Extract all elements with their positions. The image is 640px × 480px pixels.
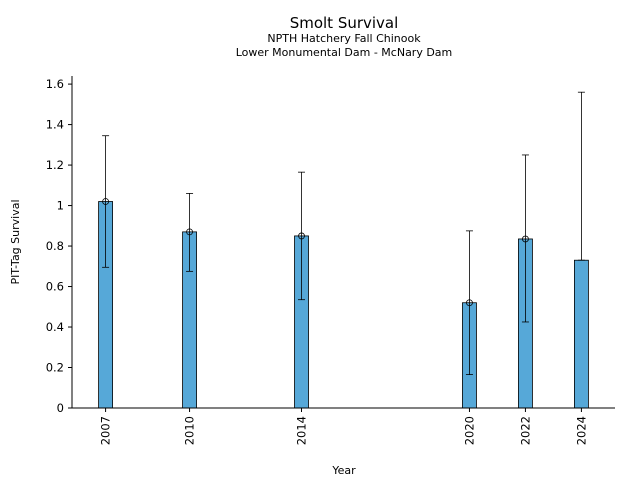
y-tick-label: 1.2 <box>46 158 64 172</box>
chart-title: Smolt Survival <box>290 14 399 32</box>
y-axis-label: PIT-Tag Survival <box>9 199 22 284</box>
x-tick-label: 2010 <box>183 416 197 445</box>
x-tick-label: 2024 <box>574 416 588 445</box>
error-bar-2010 <box>186 193 194 272</box>
y-tick-label: 1 <box>57 199 64 213</box>
error-bar-2007 <box>102 135 110 268</box>
point-2007 <box>102 198 109 205</box>
y-tick-label: 1.4 <box>46 118 64 132</box>
x-axis-label: Year <box>331 464 356 477</box>
chart-subtitle-1: NPTH Hatchery Fall Chinook <box>267 32 421 45</box>
bars-layer <box>98 201 589 409</box>
point-2010 <box>186 228 193 236</box>
y-tick-label: 0.6 <box>46 280 64 294</box>
point-2022 <box>522 235 529 243</box>
y-tick-label: 0.2 <box>46 361 64 375</box>
point-2014 <box>298 232 305 240</box>
y-ticks: 0 0.2 0.4 0.6 0.8 1 1.2 1.4 1.6 <box>46 77 72 415</box>
y-tick-label: 0 <box>57 401 64 415</box>
y-tick-label: 0.4 <box>46 320 64 334</box>
x-tick-label: 2007 <box>99 416 113 445</box>
error-bars-layer <box>102 91 585 375</box>
chart-subtitle-2: Lower Monumental Dam - McNary Dam <box>236 46 453 59</box>
y-tick-label: 0.8 <box>46 239 64 253</box>
error-bar-2022 <box>521 154 529 323</box>
error-bar-2020 <box>465 230 473 375</box>
x-tick-label: 2014 <box>295 416 309 445</box>
error-bar-2024 <box>577 91 585 261</box>
x-tick-label: 2020 <box>462 416 476 445</box>
x-ticks: 2007 2010 2014 2020 2022 2024 <box>99 408 588 445</box>
error-bar-2014 <box>298 171 306 301</box>
y-tick-label: 1.6 <box>46 77 64 91</box>
point-2020 <box>466 299 473 307</box>
bar-2024 <box>574 259 589 409</box>
x-tick-label: 2022 <box>518 416 532 445</box>
